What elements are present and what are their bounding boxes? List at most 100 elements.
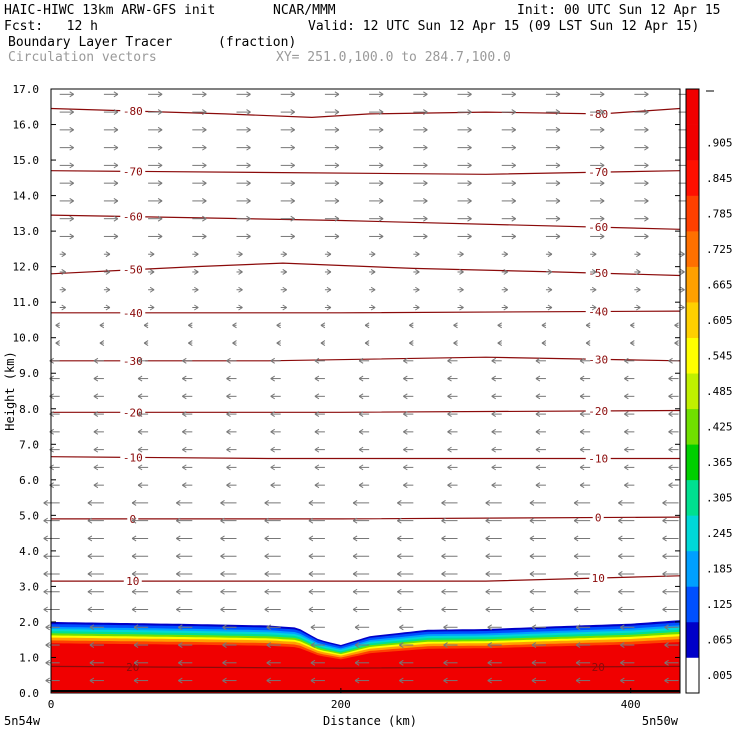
vector-arrow-head: [467, 180, 472, 187]
vector-arrow-head: [220, 535, 225, 542]
vector-arrow-head: [529, 535, 535, 542]
vector-arrow-head: [579, 375, 585, 382]
vector-arrow-head: [176, 553, 181, 560]
isotherm-label: -20: [123, 406, 143, 419]
vector-arrow-head: [644, 215, 649, 222]
vector-arrow-head: [441, 588, 446, 595]
vector-arrow-head: [176, 588, 181, 595]
vector-arrow-head: [266, 659, 271, 666]
vector-arrow-head: [378, 109, 384, 116]
vector-arrow-head: [290, 126, 295, 133]
isotherm-label-bg: [585, 267, 611, 280]
vector-arrow-head: [370, 286, 376, 293]
isotherm-label-bg: [589, 571, 608, 584]
vector-arrow-head: [668, 464, 673, 471]
vector-arrow-head: [69, 162, 74, 169]
vector-arrow-head: [399, 659, 404, 666]
vector-arrow-head: [644, 144, 649, 151]
header-org: NCAR/MMM: [273, 3, 336, 18]
vector-arrow-head: [157, 180, 163, 187]
vector-arrow-head: [547, 304, 553, 311]
vector-arrow-head: [202, 91, 207, 98]
vector-arrow-head: [93, 482, 99, 489]
vector-arrow-head: [290, 233, 295, 240]
isotherm-label: 10: [592, 572, 605, 585]
vector-arrow-head: [547, 251, 553, 258]
vector-arrow-head: [459, 269, 464, 275]
vector-arrow-head: [222, 677, 227, 684]
isotherm-label-bg: [120, 406, 146, 419]
vector-arrow-head: [143, 322, 149, 329]
vector-arrow-head: [270, 375, 275, 382]
vector-arrow-head: [485, 517, 490, 524]
vector-arrow-head: [358, 375, 364, 382]
isotherm-label-bg: [585, 353, 611, 366]
isotherm-label: 0: [129, 513, 136, 526]
vector-arrow-head: [441, 606, 446, 613]
vector-arrow-head: [182, 446, 187, 453]
vector-arrow-head: [220, 606, 225, 613]
vector-arrow-head: [113, 126, 119, 133]
vector-arrow-head: [644, 197, 649, 204]
vector-arrow-head: [467, 162, 472, 169]
vector-arrow-head: [202, 180, 207, 187]
vector-arrow-head: [133, 642, 139, 648]
vector-arrow-head: [579, 428, 585, 435]
colorbar-label: .185: [706, 563, 733, 576]
y-tick-label: 15.0: [13, 154, 40, 167]
vector-arrow-head: [370, 269, 376, 275]
vector-arrow-head: [467, 233, 472, 240]
colorbar-label: .845: [706, 172, 733, 185]
colorbar-segment: [686, 89, 699, 125]
vector-arrow-head: [409, 322, 414, 329]
vector-arrow-head: [573, 517, 579, 524]
vector-arrow-head: [270, 411, 275, 418]
isotherm-label: -50: [588, 267, 608, 280]
vector-arrow-head: [264, 588, 269, 595]
vector-arrow-head: [624, 411, 629, 418]
vector-arrow-head: [358, 428, 364, 435]
vector-arrow-head: [555, 162, 561, 169]
vector-arrow-head: [314, 428, 320, 435]
vector-arrow-head: [137, 375, 143, 382]
vector-arrow-head: [149, 269, 155, 275]
vector-arrow-head: [61, 251, 66, 258]
vector-arrow-head: [511, 233, 516, 240]
vector-arrow-head: [443, 624, 448, 631]
vector-arrow-head: [575, 642, 581, 648]
vector-arrow-head: [282, 251, 287, 258]
vector-arrow-head: [620, 624, 625, 631]
vector-arrow-head: [447, 464, 452, 471]
vector-arrow-head: [529, 499, 535, 506]
vector-arrow-head: [511, 126, 516, 133]
vector-arrow-head: [238, 251, 243, 258]
vector-arrow-head: [644, 109, 649, 116]
vector-arrow-head: [276, 322, 281, 329]
vector-arrow-head: [467, 109, 472, 116]
vector-arrow-head: [599, 126, 605, 133]
vector-arrow-head: [310, 677, 316, 684]
vector-arrow-head: [644, 233, 649, 240]
vector-arrow-head: [397, 517, 402, 524]
vector-arrow-head: [131, 499, 137, 506]
vector-arrow-head: [352, 606, 358, 613]
vector-arrow-head: [555, 109, 561, 116]
vector-arrow-head: [397, 499, 402, 506]
isotherm-label-bg: [120, 210, 146, 223]
vector-arrow-head: [664, 677, 669, 684]
vector-arrow-head: [264, 571, 269, 577]
vector-arrow-head: [403, 464, 408, 471]
colorbar-segment: [686, 550, 699, 587]
vector-arrow-head: [290, 162, 295, 169]
vector-arrow-head: [511, 197, 516, 204]
isotherm-label-bg: [120, 354, 146, 367]
vector-arrow-head: [620, 659, 625, 666]
vector-arrow-head: [314, 446, 320, 453]
vector-arrow-head: [69, 215, 74, 222]
vector-arrow-head: [49, 464, 54, 471]
vector-arrow-head: [334, 215, 340, 222]
colorbar-segment: [686, 160, 699, 196]
vector-arrow-head: [415, 251, 420, 258]
vector-arrow-head: [453, 340, 458, 346]
vector-arrow-head: [573, 588, 579, 595]
